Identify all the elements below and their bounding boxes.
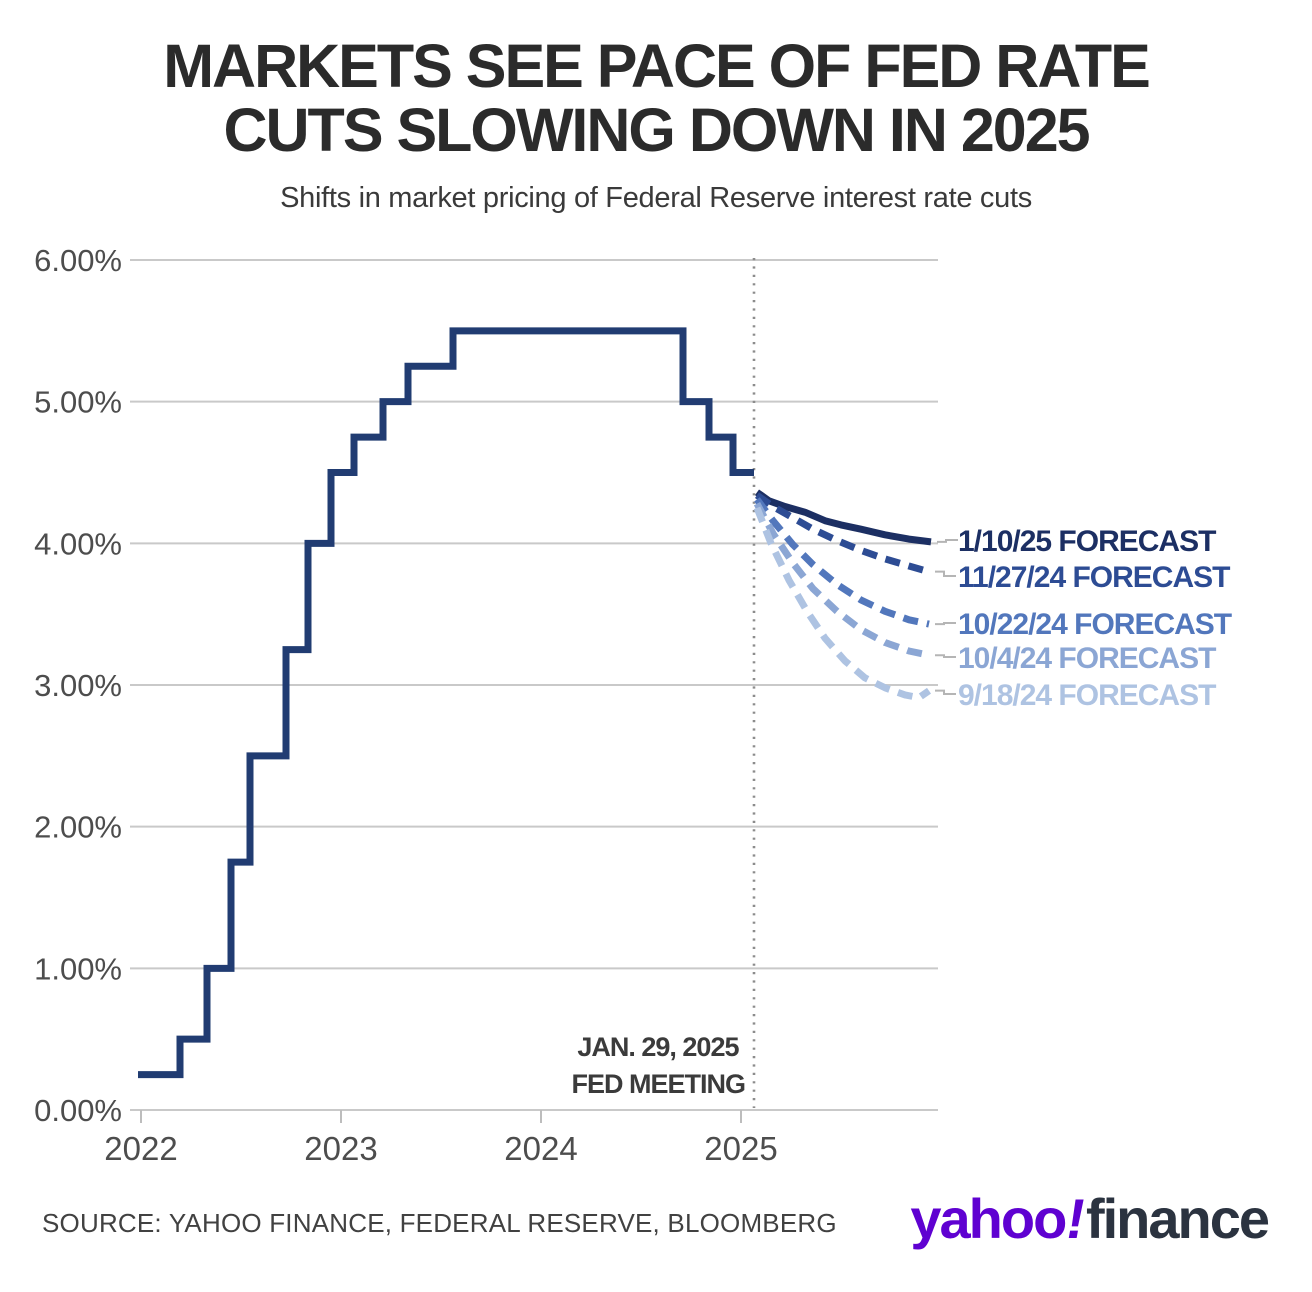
page-title-line1: MARKETS SEE PACE OF FED RATE bbox=[163, 32, 1151, 100]
forecast-label-1-10-25: 1/10/25 FORECAST bbox=[958, 525, 1216, 558]
forecast-label-9-18-24: 9/18/24 FORECAST bbox=[958, 679, 1216, 712]
forecast-label-10-22-24: 10/22/24 FORECAST bbox=[958, 608, 1232, 641]
forecast-2024-10-04-leader-line bbox=[935, 654, 956, 658]
forecast-2024-10-22-line bbox=[754, 497, 930, 628]
page-subtitle: Shifts in market pricing of Federal Rese… bbox=[280, 182, 1032, 214]
x-axis-tick-label: 2022 bbox=[104, 1130, 177, 1167]
forecast-2024-09-18-line bbox=[753, 506, 932, 702]
forecast-2025-01-10-line bbox=[754, 489, 932, 546]
y-axis-tick-label: 3.00% bbox=[34, 668, 122, 703]
fed-meeting-annotation: JAN. 29, 2025 FED MEETING bbox=[571, 1032, 745, 1099]
fed-meeting-annotation-line2: FED MEETING bbox=[571, 1069, 745, 1099]
page-title-line2: CUTS SLOWING DOWN IN 2025 bbox=[223, 96, 1090, 164]
policy-rate-line bbox=[138, 327, 754, 1079]
y-axis-tick-label: 2.00% bbox=[34, 810, 122, 845]
source-credit: SOURCE: YAHOO FINANCE, FEDERAL RESERVE, … bbox=[42, 1208, 837, 1238]
chart-plot-area: 6.00% 5.00% 4.00% 3.00% 2.00% 1.00% 0.00%2022 2… bbox=[34, 243, 958, 1167]
y-axis-tick-label: 4.00% bbox=[34, 526, 122, 561]
x-axis-tick-label: 2024 bbox=[504, 1130, 577, 1167]
forecast-2024-10-04-line bbox=[753, 502, 930, 659]
forecast-2024-11-27-leader-line bbox=[935, 570, 956, 577]
logo-yahoo-text: yahoo bbox=[910, 1187, 1067, 1250]
forecast-2024-11-27-line bbox=[754, 492, 930, 576]
y-axis-tick-label: 5.00% bbox=[34, 385, 122, 420]
forecast-label-11-27-24: 11/27/24 FORECAST bbox=[958, 561, 1230, 594]
forecast-2024-09-18-leader-line bbox=[935, 689, 956, 695]
fed-meeting-annotation-line1: JAN. 29, 2025 bbox=[577, 1032, 739, 1062]
y-axis-tick-label: 6.00% bbox=[34, 243, 122, 278]
forecast-label-10-4-24: 10/4/24 FORECAST bbox=[958, 642, 1216, 675]
x-axis-tick-label: 2025 bbox=[704, 1130, 777, 1167]
page-title: MARKETS SEE PACE OF FED RATE CUTS SLOWIN… bbox=[0, 34, 1312, 162]
logo-finance-text: finance bbox=[1085, 1187, 1270, 1250]
forecast-2024-10-22-leader-line bbox=[935, 622, 956, 626]
y-axis-tick-label: 1.00% bbox=[34, 951, 122, 986]
y-axis-tick-label: 0.00% bbox=[34, 1093, 122, 1128]
x-axis-tick-label: 2023 bbox=[304, 1130, 377, 1167]
yahoo-finance-logo: yahoo!finance bbox=[910, 1186, 1270, 1251]
forecast-2025-01-10-leader-line bbox=[937, 539, 958, 543]
